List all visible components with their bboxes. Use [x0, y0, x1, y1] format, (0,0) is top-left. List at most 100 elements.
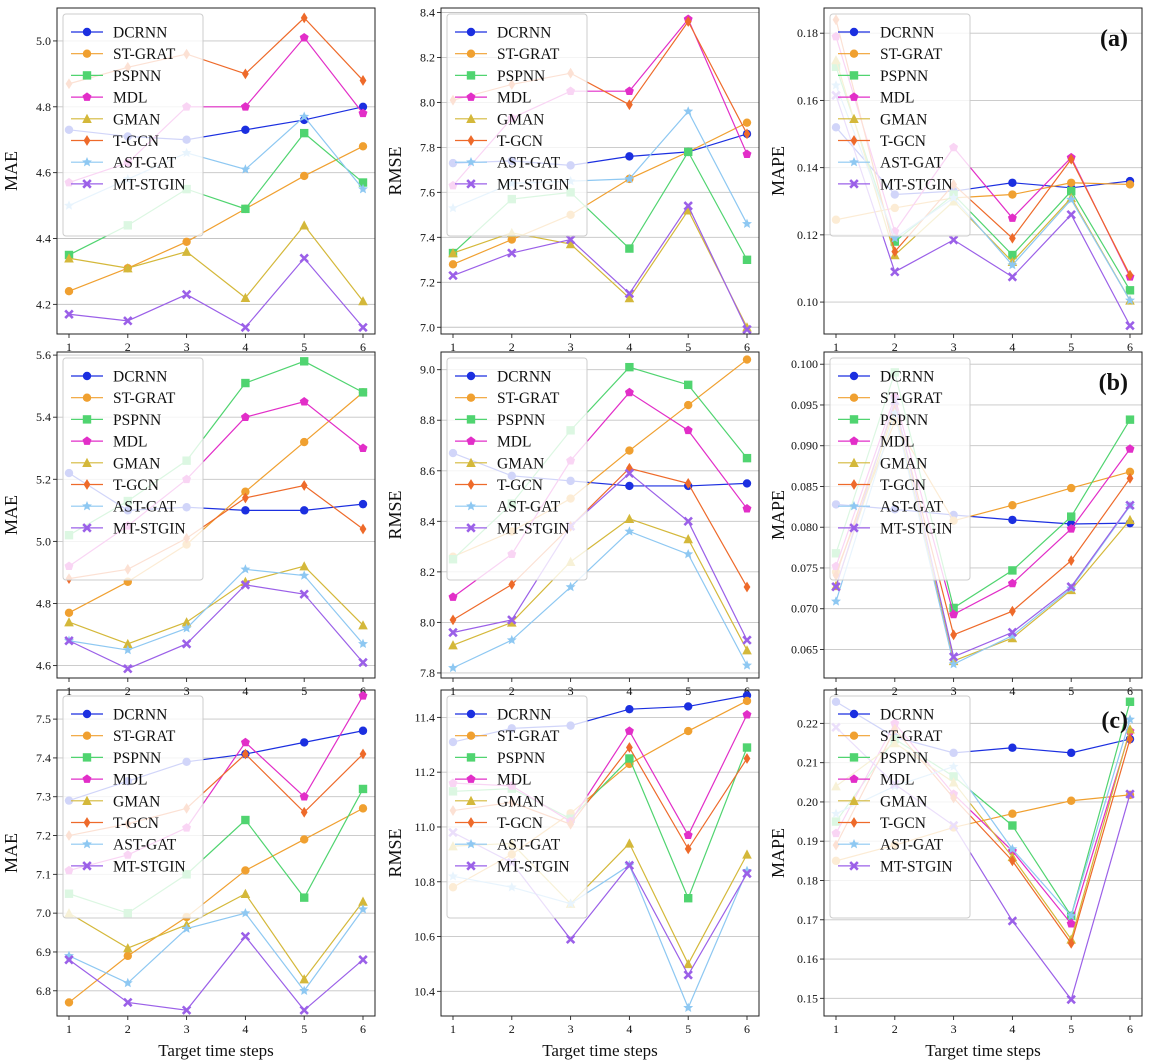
data-point-mdl: [742, 149, 752, 158]
data-point-pspnn: [1008, 566, 1017, 575]
data-point-t-gcn: [300, 806, 308, 818]
data-point-st-grat: [1008, 190, 1017, 199]
y-tick-label: 11.2: [414, 765, 435, 779]
data-point-gman: [358, 896, 368, 906]
data-point-ast-gat: [448, 662, 458, 673]
data-point-pspnn: [742, 743, 752, 752]
legend-label: ST-GRAT: [880, 728, 943, 745]
legend-marker: [849, 436, 859, 445]
legend-marker: [849, 774, 859, 783]
data-point-mt-stgin: [565, 234, 576, 245]
x-tick-label: 3: [568, 340, 574, 354]
data-point-pspnn: [1125, 415, 1135, 424]
data-point-mt-stgin: [831, 582, 841, 592]
data-point-st-grat: [1125, 467, 1135, 477]
data-point-t-gcn: [950, 629, 957, 641]
x-tick-label: 6: [360, 684, 366, 698]
data-point-ast-gat: [683, 1002, 694, 1012]
y-tick-label: 7.0: [36, 906, 51, 920]
series-line-ast-gat: [68, 908, 364, 992]
data-point-t-gcn: [359, 748, 367, 760]
data-point-gman: [448, 248, 458, 258]
legend-label: T-GCN: [113, 477, 159, 494]
y-tick-label: 8.6: [420, 464, 435, 478]
data-point-mdl: [1007, 578, 1017, 588]
data-point-st-grat: [507, 235, 516, 244]
panel-b-mae: 4.6 4.8 5.0 5.2 5.4 5.6 1 2 3 4 5 6 MAE DCRNN ST-GRAT P…: [1, 348, 376, 698]
x-tick-label: 2: [509, 340, 515, 354]
legend-label: MT-STGIN: [497, 176, 570, 193]
x-tick-label: 2: [125, 684, 131, 698]
data-point-st-grat: [1067, 796, 1076, 805]
legend-marker: [466, 709, 476, 719]
x-tick-label: 5: [301, 1022, 307, 1036]
x-tick-label: 2: [125, 340, 131, 354]
data-point-ast-gat: [358, 183, 368, 194]
legend-label: PSPNN: [113, 68, 161, 85]
x-tick-label: 5: [301, 684, 307, 698]
x-tick-label: 4: [242, 684, 248, 698]
data-point-t-gcn: [626, 99, 633, 111]
legend-label: AST-GAT: [880, 499, 944, 516]
panel-c-rmse: 10.4 10.6 10.8 11.0 11.2 11.4 1 2 3 4 5 6 RMSE DCRNN S…: [385, 689, 760, 1060]
legend-marker: [82, 393, 92, 402]
data-point-st-grat: [684, 726, 693, 736]
y-tick-label: 0.100: [791, 357, 818, 371]
data-point-t-gcn: [626, 742, 633, 753]
x-tick-label: 2: [892, 340, 898, 354]
data-point-t-gcn: [300, 480, 308, 491]
data-point-st-grat: [358, 142, 368, 151]
panel-b-mape: 0.065 0.070 0.075 0.080 0.085 0.090 0.095 0.100…: [768, 351, 1143, 698]
data-point-mt-stgin: [299, 1005, 309, 1015]
data-point-st-grat: [241, 487, 250, 496]
x-tick-label: 1: [66, 1022, 72, 1036]
data-point-ast-gat: [299, 570, 310, 580]
legend-marker: [849, 92, 859, 101]
legend-label: DCRNN: [113, 369, 167, 386]
data-point-pspnn: [358, 388, 368, 397]
data-point-t-gcn: [242, 748, 249, 760]
x-tick-label: 2: [892, 1022, 898, 1036]
data-point-t-gcn: [1009, 855, 1016, 867]
data-point-mt-stgin: [299, 589, 309, 599]
data-point-gman: [299, 561, 309, 571]
data-point-mt-stgin: [64, 309, 74, 319]
legend-marker: [82, 27, 92, 37]
data-point-st-grat: [742, 118, 752, 127]
legend-label: MDL: [113, 434, 147, 451]
legend: DCRNN ST-GRAT PSPNN MDL GMAN T-GCN AST-GAT MT-S…: [829, 13, 971, 237]
legend-label: AST-GAT: [880, 837, 944, 854]
legend-label: DCRNN: [113, 707, 167, 724]
series-line-st-grat: [68, 145, 364, 292]
y-tick-label: 0.20: [797, 795, 818, 809]
legend-marker: [82, 157, 92, 167]
data-point-mdl: [1125, 444, 1135, 453]
data-point-dcrnn: [625, 152, 634, 161]
data-point-t-gcn: [1067, 153, 1075, 165]
legend-label: MDL: [113, 90, 147, 107]
data-point-gman: [123, 943, 133, 953]
data-point-t-gcn: [300, 12, 308, 24]
data-point-pspnn: [1008, 821, 1017, 830]
data-point-mdl: [624, 726, 634, 735]
y-tick-label: 8.8: [420, 413, 435, 427]
legend-box: [62, 357, 204, 581]
x-tick-label: 1: [66, 684, 72, 698]
data-point-gman: [299, 974, 309, 984]
data-point-t-gcn: [684, 843, 692, 855]
data-point-ast-gat: [181, 623, 192, 633]
y-tick-label: 4.4: [36, 232, 51, 246]
data-point-mt-stgin: [1007, 272, 1018, 282]
series-line-gman: [68, 224, 364, 302]
x-tick-label: 3: [184, 340, 190, 354]
data-point-dcrnn: [625, 704, 634, 714]
plot-frame: [823, 351, 1143, 679]
y-axis-label: RMSE: [385, 490, 405, 539]
data-point-mdl: [1066, 524, 1076, 533]
data-point-mt-stgin: [181, 639, 192, 649]
x-tick-label: 4: [626, 340, 632, 354]
y-tick-label: 0.085: [791, 479, 818, 493]
legend: DCRNN ST-GRAT PSPNN MDL GMAN T-GCN AST-GAT MT-S…: [62, 357, 204, 581]
plot-frame: [440, 7, 760, 335]
